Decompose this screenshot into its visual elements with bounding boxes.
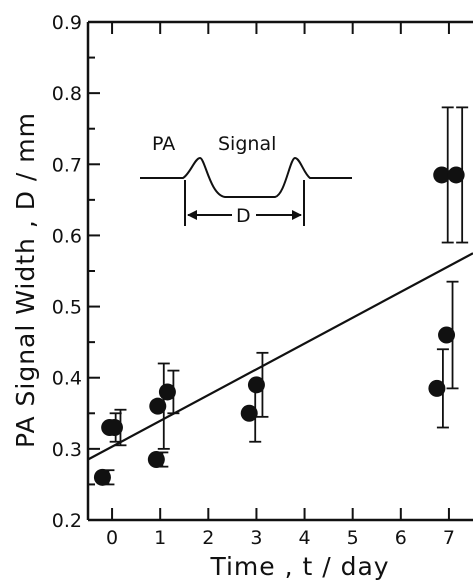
x-tick-label: 2	[202, 527, 214, 549]
inset-label-pa: PA	[152, 133, 175, 155]
y-tick-label: 0.2	[52, 510, 82, 532]
data-point	[447, 166, 465, 184]
plot-frame	[86, 20, 473, 522]
data-point	[158, 383, 176, 401]
pa-signal-inset: PA Signal D	[140, 133, 352, 227]
data-point	[247, 376, 265, 394]
x-tick-label: 6	[395, 527, 407, 549]
x-tick-label: 5	[347, 527, 359, 549]
y-tick-label: 0.9	[52, 12, 82, 34]
x-tick-label: 4	[299, 527, 311, 549]
y-tick-label: 0.4	[52, 368, 82, 390]
x-tick-label: 1	[154, 527, 166, 549]
data-point	[438, 326, 456, 344]
data-point	[433, 166, 451, 184]
y-tick-label: 0.5	[52, 297, 82, 319]
y-axis-title: PA Signal Width , D / mm	[11, 112, 40, 448]
data-points	[93, 106, 469, 486]
y-tick-label: 0.7	[52, 154, 82, 176]
axis-ticks	[88, 21, 450, 521]
inset-label-d: D	[236, 205, 251, 227]
x-tick-label: 3	[250, 527, 262, 549]
data-point	[240, 404, 258, 422]
y-tick-label: 0.3	[52, 439, 82, 461]
data-point	[428, 379, 446, 397]
y-tick-label: 0.6	[52, 225, 82, 247]
fit-line-group	[87, 252, 473, 461]
data-point	[105, 419, 123, 437]
inset-d-arrow-left-head	[187, 210, 197, 220]
data-point	[149, 397, 167, 415]
linear-fit-line	[87, 252, 473, 461]
inset-d-arrow-right-head	[292, 210, 302, 220]
y-tick-label: 0.8	[52, 83, 82, 105]
x-tick-label: 0	[106, 527, 118, 549]
inset-signal-curve	[140, 156, 352, 198]
data-point	[93, 468, 111, 486]
tick-labels: 0.2 0.3 0.4 0.5 0.6 0.7 0.8 0.9 0 1 2 3 4 5 6 7	[52, 12, 455, 549]
x-tick-label: 7	[443, 527, 455, 549]
data-point	[147, 451, 165, 469]
x-axis-title: Time , t / day	[209, 552, 389, 581]
inset-label-signal: Signal	[218, 133, 276, 155]
